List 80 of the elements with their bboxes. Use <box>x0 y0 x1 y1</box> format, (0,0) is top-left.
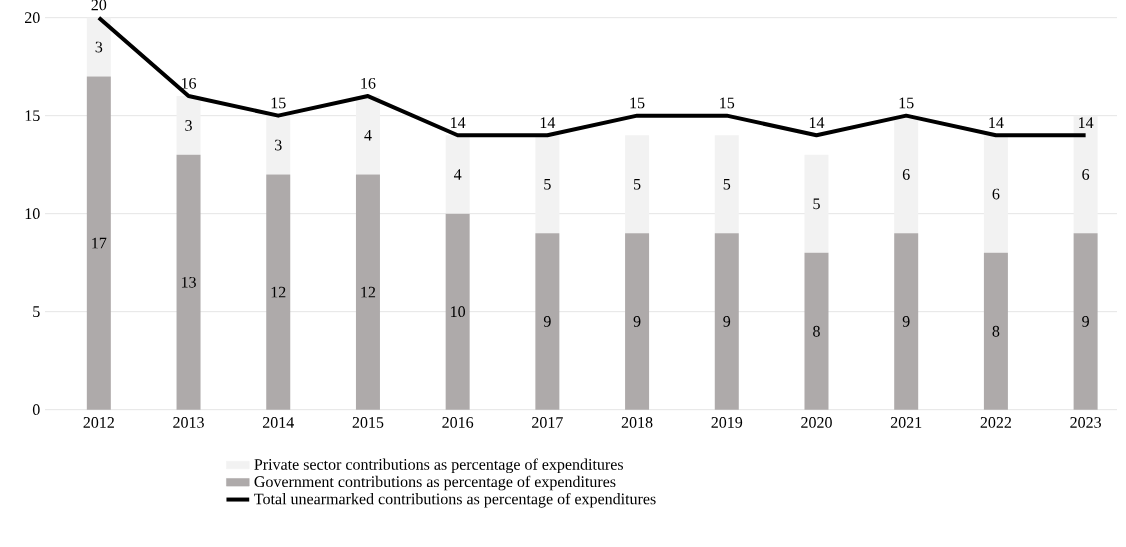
data-label: 17 <box>92 237 107 249</box>
data-label: 13 <box>181 276 196 288</box>
bar <box>355 96 380 175</box>
bar <box>714 135 739 234</box>
data-label: 12 <box>271 286 286 298</box>
x-tick-label: 2019 <box>711 417 743 428</box>
x-tick-label: 2014 <box>262 417 294 428</box>
bar <box>445 213 470 410</box>
data-label: 6 <box>1082 169 1090 180</box>
data-label: 16 <box>361 77 376 89</box>
bar <box>355 174 380 410</box>
y-tick-label: 15 <box>25 110 40 122</box>
x-tick-label: 2012 <box>83 417 114 428</box>
data-label: 4 <box>453 169 462 180</box>
data-label: 10 <box>451 306 466 318</box>
data-label: 16 <box>181 77 197 89</box>
data-label: 14 <box>1079 117 1094 128</box>
legend-label: Government contributions as percentage of expenditures <box>254 475 616 491</box>
bar <box>86 17 111 77</box>
bar <box>535 233 560 410</box>
bar <box>983 252 1008 410</box>
x-tick-label: 2022 <box>980 417 1012 428</box>
bar <box>714 233 739 410</box>
data-label: 3 <box>185 120 192 131</box>
data-label: 6 <box>902 169 910 180</box>
x-tick-label: 2016 <box>442 417 474 428</box>
x-tick-label: 2023 <box>1070 417 1101 428</box>
data-label: 8 <box>992 325 1000 337</box>
bar <box>1073 115 1098 234</box>
data-label: 9 <box>902 316 910 327</box>
bar <box>894 233 919 410</box>
x-tick-label: 2017 <box>532 417 563 428</box>
x-tick-label: 2013 <box>173 417 204 428</box>
data-label: 14 <box>540 117 556 128</box>
x-tick-label: 2020 <box>801 417 832 428</box>
x-tick-label: 2018 <box>621 417 653 428</box>
data-label: 5 <box>544 178 551 190</box>
data-label: 20 <box>91 0 107 11</box>
bar <box>1073 233 1098 410</box>
bar <box>625 233 650 410</box>
x-tick-label: 2021 <box>890 417 922 428</box>
data-label: 12 <box>361 286 376 298</box>
data-label: 15 <box>899 97 914 109</box>
bar <box>804 154 829 253</box>
bar <box>625 135 650 234</box>
data-label: 6 <box>992 188 1000 200</box>
bar <box>983 135 1008 253</box>
y-tick-label: 5 <box>33 306 40 317</box>
data-label: 8 <box>813 325 820 337</box>
y-tick-label: 10 <box>25 208 40 220</box>
bar <box>535 135 560 234</box>
bar <box>266 174 291 410</box>
data-label: 9 <box>543 316 551 327</box>
data-label: 14 <box>451 117 466 128</box>
bar <box>894 115 919 234</box>
bar <box>176 154 201 410</box>
data-label: 15 <box>630 97 645 109</box>
data-label: 15 <box>271 97 286 109</box>
y-tick-label: 0 <box>32 404 40 416</box>
data-label: 3 <box>275 139 282 151</box>
y-tick-label: 20 <box>25 12 40 24</box>
data-label: 14 <box>989 117 1004 128</box>
data-label: 5 <box>634 178 641 190</box>
data-label: 9 <box>633 316 641 327</box>
legend-label: Total unearmarked contributions as percentage of expenditures <box>254 492 656 508</box>
data-label: 9 <box>723 316 731 327</box>
bar <box>445 135 470 214</box>
bar <box>804 252 829 410</box>
data-label: 5 <box>813 198 820 210</box>
bar <box>176 96 201 155</box>
data-label: 5 <box>723 178 731 190</box>
bar <box>86 76 111 410</box>
data-label: 9 <box>1082 316 1089 327</box>
legend-label: Private sector contributions as percentage of expenditures <box>254 458 623 474</box>
data-label: 3 <box>95 41 103 53</box>
bar <box>266 115 291 175</box>
x-tick-label: 2015 <box>352 417 384 428</box>
data-label: 14 <box>809 117 825 128</box>
data-label: 4 <box>364 129 372 141</box>
data-label: 15 <box>720 97 735 109</box>
